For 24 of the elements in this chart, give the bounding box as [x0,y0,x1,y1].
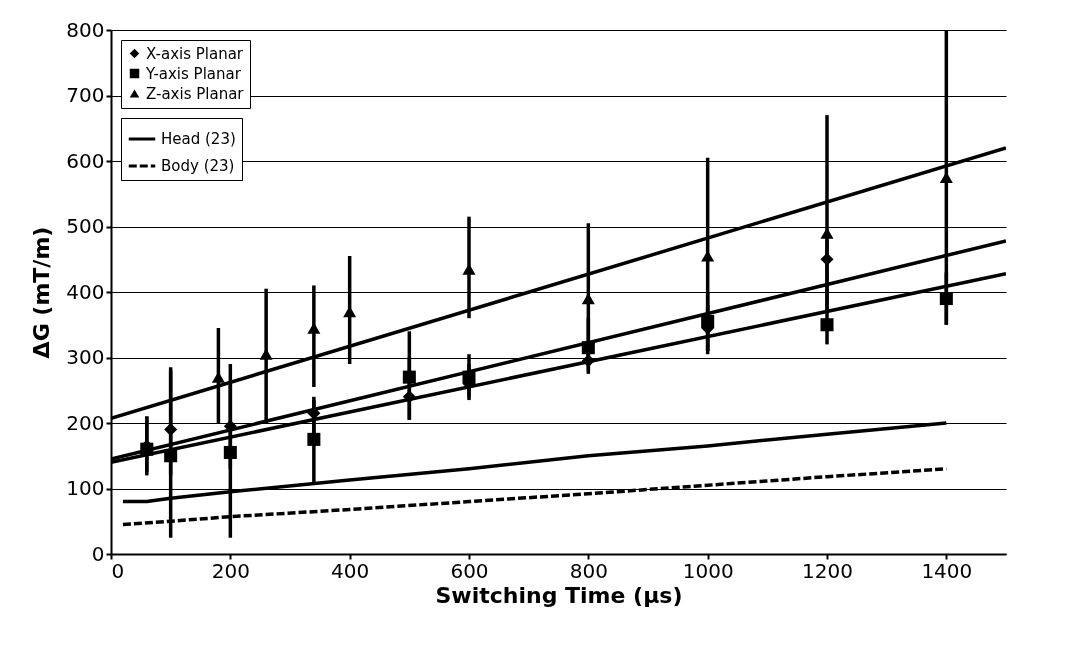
x-tick-label: 1000 [682,558,734,583]
y-tick-label: 700 [66,83,105,107]
y-tick-label: 200 [66,410,105,435]
y-axis-title: ΔG (mT/m) [29,226,55,359]
x-tick-label: 400 [331,558,370,583]
y-tick-label: 100 [66,476,105,500]
legend-label: Y-axis Planar [145,64,242,83]
y-tick-label: 0 [91,541,105,566]
legend-label: X-axis Planar [146,44,244,63]
x-axis-title: Switching Time (µs) [435,582,683,608]
legend-label: Body (23) [161,157,235,175]
y-tick-label: 800 [66,17,105,42]
x-tick-label: 1400 [921,558,973,583]
x-tick-label: 600 [450,558,489,583]
y-tick-label: 300 [66,345,105,369]
x-tick-label: 1200 [802,558,853,583]
y-tick-label: 500 [66,214,105,238]
y-tick-label: 600 [66,148,105,173]
x-tick-label: 800 [569,558,608,583]
x-tick-label: 200 [211,558,250,583]
y-tick-label: 400 [66,279,105,304]
legend-label: Head (23) [161,130,236,148]
x-tick-label: 0 [111,558,125,583]
legend-label: Z-axis Planar [146,84,245,103]
